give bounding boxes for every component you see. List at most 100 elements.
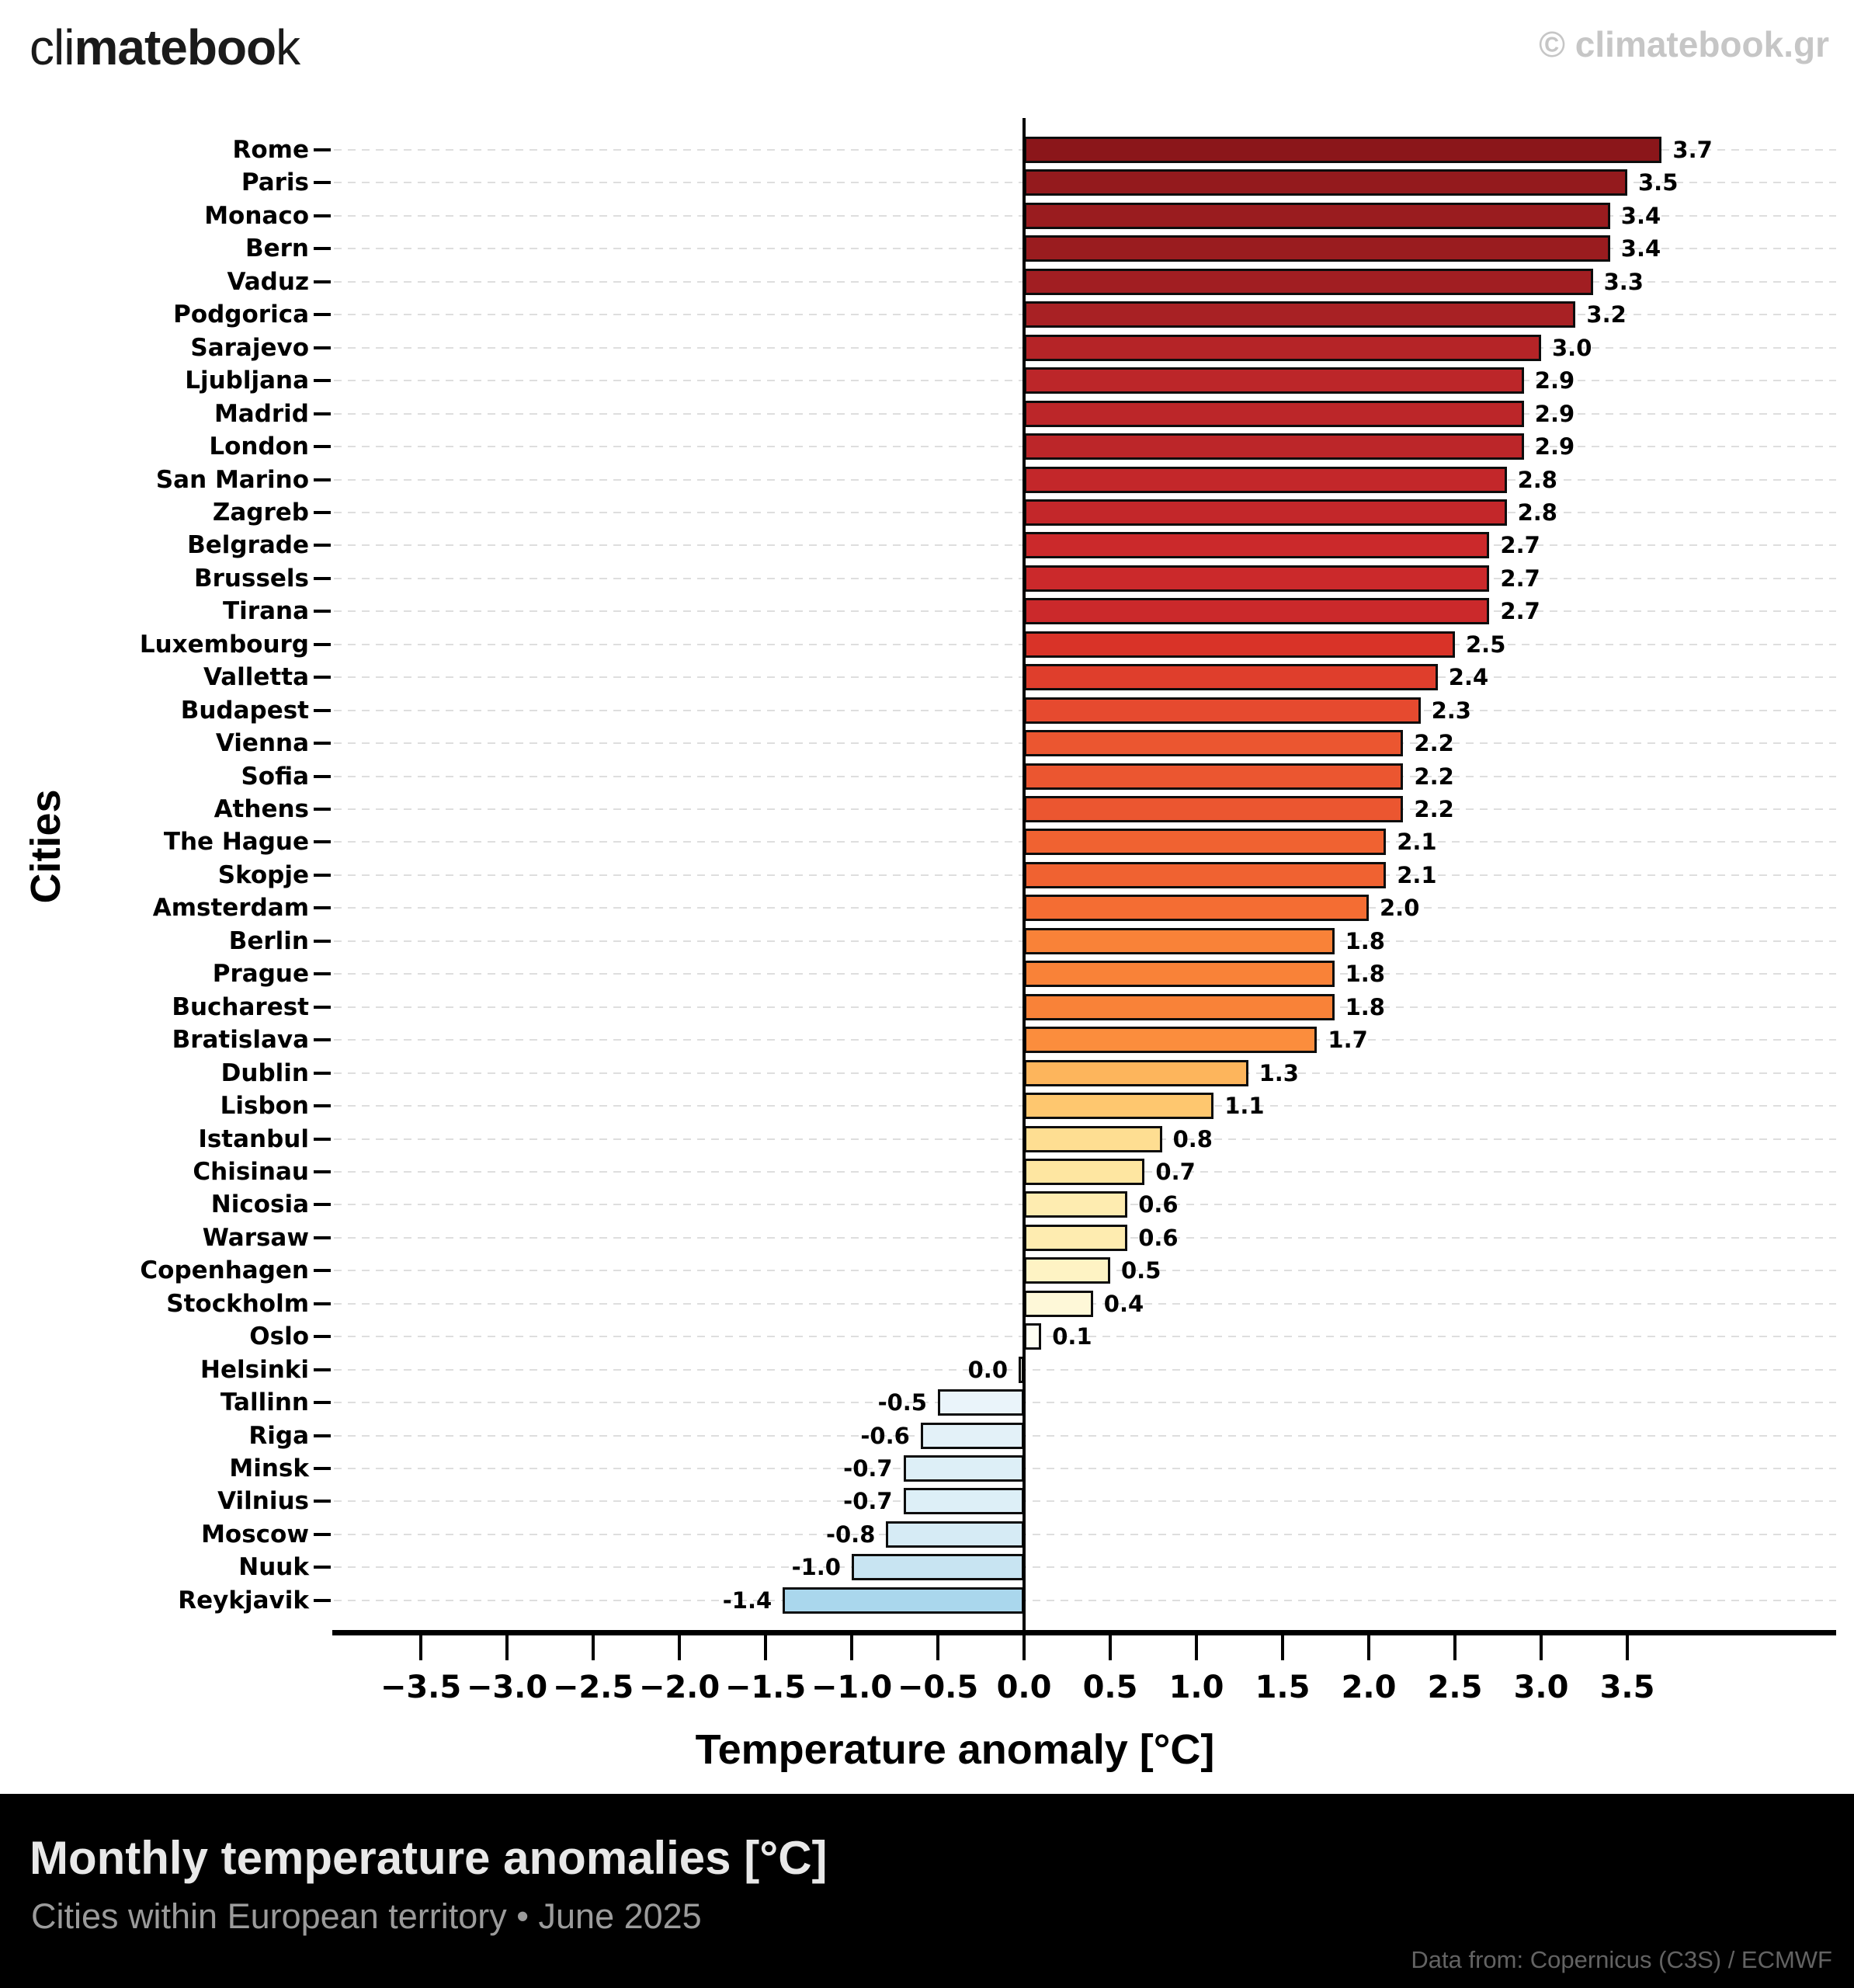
city-label: The Hague [163, 828, 309, 857]
city-label: Bern [245, 235, 309, 263]
x-tick-label: −3.0 [466, 1670, 548, 1705]
bar-value-label: 0.5 [1121, 1257, 1161, 1284]
city-label: Bucharest [172, 992, 309, 1021]
bar-value-label: -0.7 [843, 1455, 893, 1482]
city-label: Amsterdam [152, 894, 309, 923]
x-tick [1195, 1635, 1198, 1660]
bar [1024, 1027, 1318, 1054]
y-tick [314, 445, 331, 449]
x-axis-line [332, 1630, 1836, 1635]
y-tick [314, 1467, 331, 1470]
bar-value-label: 0.0 [967, 1356, 1008, 1383]
bar-value-label: 0.6 [1138, 1191, 1179, 1218]
y-tick [314, 742, 331, 746]
y-tick [314, 676, 331, 679]
bar-value-label: -0.8 [825, 1521, 876, 1548]
y-tick [314, 1500, 331, 1503]
y-tick [314, 642, 331, 646]
chart-title: Monthly temperature anomalies [°C] [30, 1832, 828, 1884]
bar [1024, 895, 1369, 922]
bar [1024, 1191, 1128, 1218]
city-label: Moscow [201, 1520, 309, 1548]
bar-chart-plot-area: Cities Temperature anomaly [°C] Rome 3.7 P… [23, 118, 1836, 1773]
city-label: Minsk [229, 1455, 309, 1482]
y-tick [314, 313, 331, 317]
x-tick [678, 1635, 681, 1660]
x-tick [419, 1635, 422, 1660]
x-tick-label: 0.5 [1082, 1670, 1138, 1705]
bar-value-label: 2.9 [1534, 367, 1575, 394]
city-label: Sofia [241, 762, 309, 791]
bar-value-label: -0.6 [860, 1422, 910, 1449]
city-label: Monaco [204, 201, 309, 230]
chart-subtitle: Cities within European territory • June … [31, 1896, 702, 1936]
y-tick [314, 379, 331, 383]
city-label: Vaduz [227, 267, 309, 296]
bar [1024, 1158, 1145, 1185]
y-tick [314, 1368, 331, 1371]
city-label: Luxembourg [139, 630, 309, 659]
bar [1024, 1290, 1093, 1317]
bar-value-label: 3.4 [1620, 202, 1661, 229]
row-gridline [334, 1336, 1836, 1338]
bar-value-label: 0.1 [1052, 1323, 1092, 1350]
x-tick [1540, 1635, 1543, 1660]
bar-value-label: 1.7 [1328, 1027, 1368, 1054]
bar [1024, 202, 1610, 229]
y-tick [314, 478, 331, 481]
bar [1024, 1093, 1214, 1120]
y-tick [314, 1203, 331, 1207]
bar [1024, 1125, 1162, 1152]
city-label: Chisinau [193, 1157, 309, 1186]
bar [1024, 235, 1610, 262]
city-label: Oslo [249, 1322, 309, 1351]
bar [852, 1554, 1024, 1581]
data-source-credit: Data from: Copernicus (C3S) / ECMWF [1411, 1946, 1832, 1973]
bar [1024, 400, 1524, 427]
y-tick [314, 939, 331, 943]
row-gridline [334, 1599, 1836, 1601]
city-label: Zagreb [212, 498, 309, 527]
row-gridline [334, 1434, 1836, 1437]
y-tick [314, 840, 331, 844]
city-label: Nuuk [238, 1553, 309, 1582]
y-tick [314, 1434, 331, 1437]
city-label: Skopje [217, 860, 309, 889]
bar [1024, 927, 1335, 954]
city-label: Dublin [220, 1058, 309, 1087]
city-label: Brussels [194, 564, 309, 593]
bar-value-label: 3.2 [1586, 301, 1627, 328]
city-label: London [209, 433, 309, 461]
y-tick [314, 774, 331, 778]
x-axis-title: Temperature anomaly [°C] [695, 1726, 1215, 1773]
y-tick [314, 808, 331, 811]
city-label: Athens [214, 795, 309, 823]
x-tick-label: −1.5 [724, 1670, 807, 1705]
row-gridline [334, 1533, 1836, 1535]
bar [1024, 730, 1404, 757]
city-label: Madrid [214, 399, 309, 428]
y-tick [314, 1104, 331, 1108]
bar-value-label: 2.0 [1380, 895, 1420, 922]
bar [1024, 598, 1490, 625]
x-tick-label: 1.0 [1168, 1670, 1224, 1705]
x-tick-label: −2.5 [552, 1670, 634, 1705]
x-tick-label: 3.0 [1513, 1670, 1569, 1705]
city-label: Belgrade [187, 531, 309, 560]
y-tick [314, 1401, 331, 1405]
x-tick-label: −2.0 [638, 1670, 720, 1705]
bar-value-label: 2.9 [1534, 433, 1575, 461]
bar-value-label: 2.7 [1500, 532, 1540, 559]
climatebook-logo: climatebook [30, 19, 300, 76]
row-gridline [334, 1468, 1836, 1469]
x-tick [1626, 1635, 1629, 1660]
row-gridline [334, 1368, 1836, 1371]
bar [783, 1587, 1024, 1614]
city-label: Sarajevo [190, 333, 309, 362]
city-label: Berlin [228, 926, 309, 955]
bar-value-label: 3.5 [1638, 169, 1679, 196]
y-tick [314, 1269, 331, 1273]
city-label: Lisbon [220, 1092, 309, 1121]
y-tick [314, 181, 331, 185]
x-tick [936, 1635, 939, 1660]
